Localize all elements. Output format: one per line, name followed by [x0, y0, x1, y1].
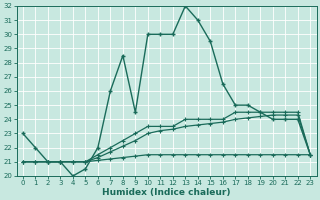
X-axis label: Humidex (Indice chaleur): Humidex (Indice chaleur): [102, 188, 231, 197]
